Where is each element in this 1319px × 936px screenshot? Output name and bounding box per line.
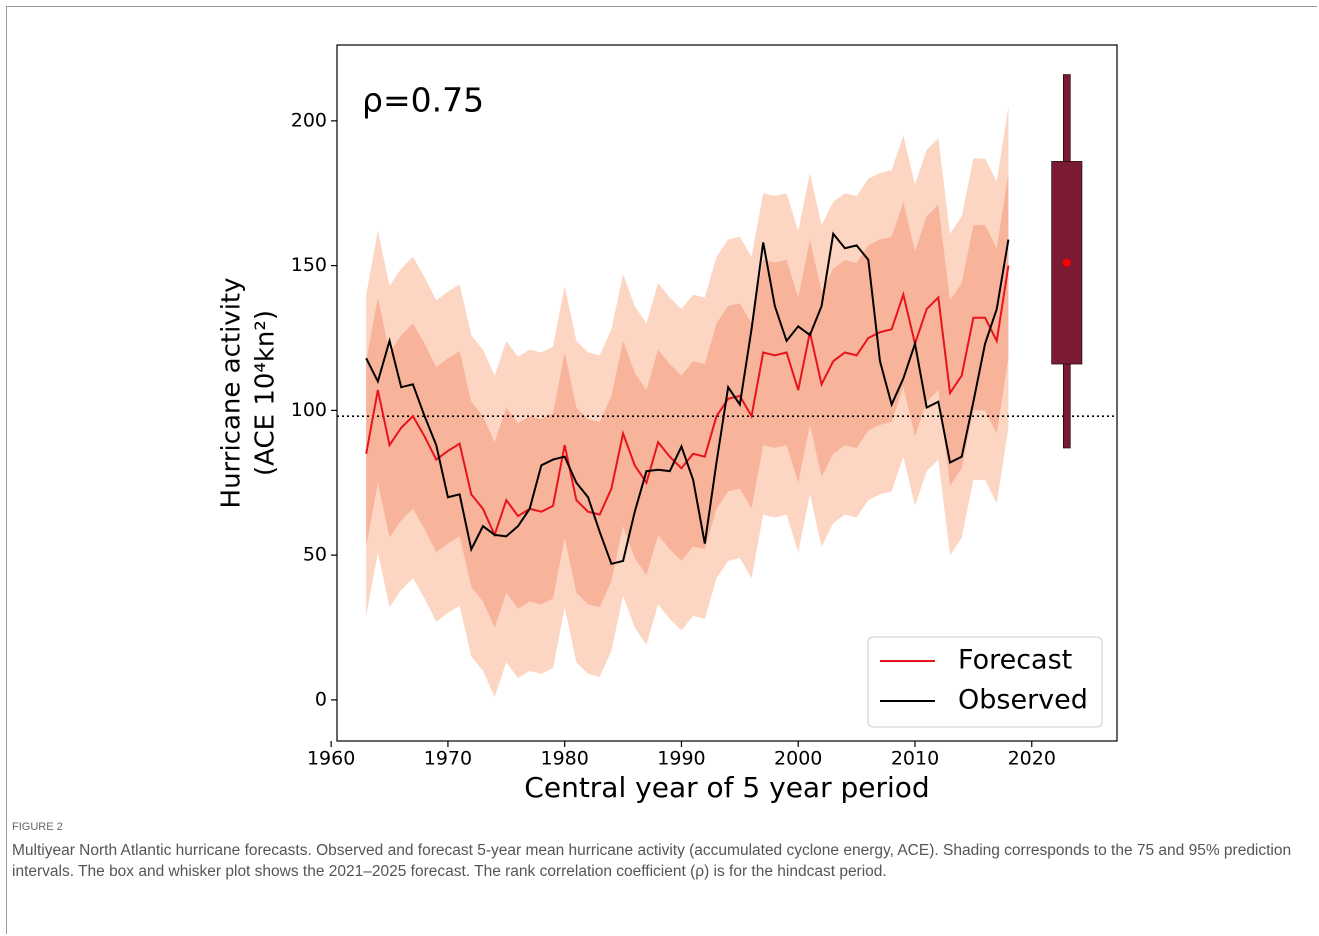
median-dot xyxy=(1062,258,1071,267)
series-line xyxy=(365,231,1010,566)
annotation: ρ=0.75 xyxy=(362,81,484,120)
y-tick-label: 100 xyxy=(291,399,327,421)
y-axis-label: (ACE 10⁴kn²) xyxy=(251,310,281,476)
x-tick-label: 1980 xyxy=(541,748,589,770)
x-tick-label: 2010 xyxy=(891,748,939,770)
legend-box xyxy=(867,636,1103,728)
chart: ρ=0.75 Central year of 5 year period Hur… xyxy=(217,44,1118,804)
x-tick-label: 2020 xyxy=(1008,748,1056,770)
legend-label: Forecast xyxy=(958,645,1072,676)
caption-text: Multiyear North Atlantic hurricane forec… xyxy=(12,842,1292,880)
x-tick-label: 1990 xyxy=(657,748,705,770)
x-tick-label: 1970 xyxy=(424,748,472,770)
y-tick-label: 200 xyxy=(291,109,327,131)
caption-label: FIGURE 2 xyxy=(12,821,63,833)
x-tick-label: 1960 xyxy=(307,748,355,770)
x-axis-label: Central year of 5 year period xyxy=(524,771,929,804)
x-tick-label: 2000 xyxy=(774,748,822,770)
figure-frame xyxy=(6,6,1317,934)
y-axis-label: Hurricane activity xyxy=(217,278,247,509)
plot-frame xyxy=(336,44,1118,742)
y-tick-label: 50 xyxy=(303,544,327,566)
y-tick-label: 150 xyxy=(291,254,327,276)
legend-label: Observed xyxy=(958,685,1088,716)
y-tick-label: 0 xyxy=(315,688,327,710)
